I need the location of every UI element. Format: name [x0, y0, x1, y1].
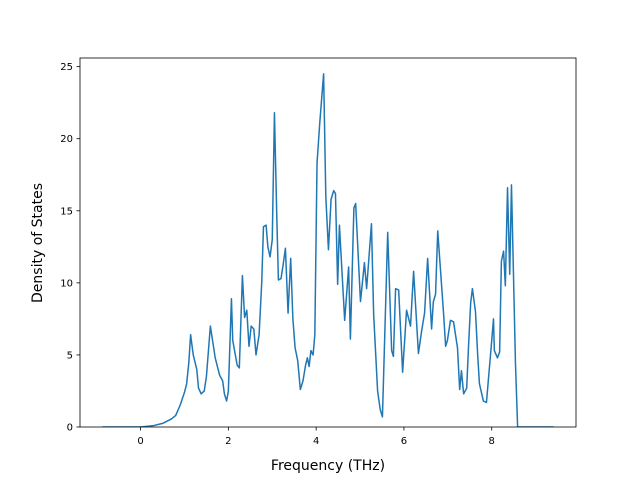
y-tick-label: 5: [67, 350, 73, 361]
x-tick-label: 6: [401, 436, 407, 447]
x-tick-label: 8: [489, 436, 495, 447]
x-axis-label: Frequency (THz): [271, 458, 385, 474]
y-tick-label: 15: [60, 206, 73, 217]
x-tick-label: 0: [137, 436, 143, 447]
y-tick-label: 0: [67, 423, 73, 434]
y-tick-label: 10: [60, 278, 73, 289]
y-tick-label: 25: [60, 62, 73, 73]
y-axis-label: Density of States: [30, 183, 46, 303]
x-tick-label: 2: [225, 436, 231, 447]
plot-frame: [79, 57, 577, 428]
line: [102, 73, 554, 427]
y-tick-label: 20: [60, 134, 73, 145]
x-tick-label: 4: [313, 436, 319, 447]
